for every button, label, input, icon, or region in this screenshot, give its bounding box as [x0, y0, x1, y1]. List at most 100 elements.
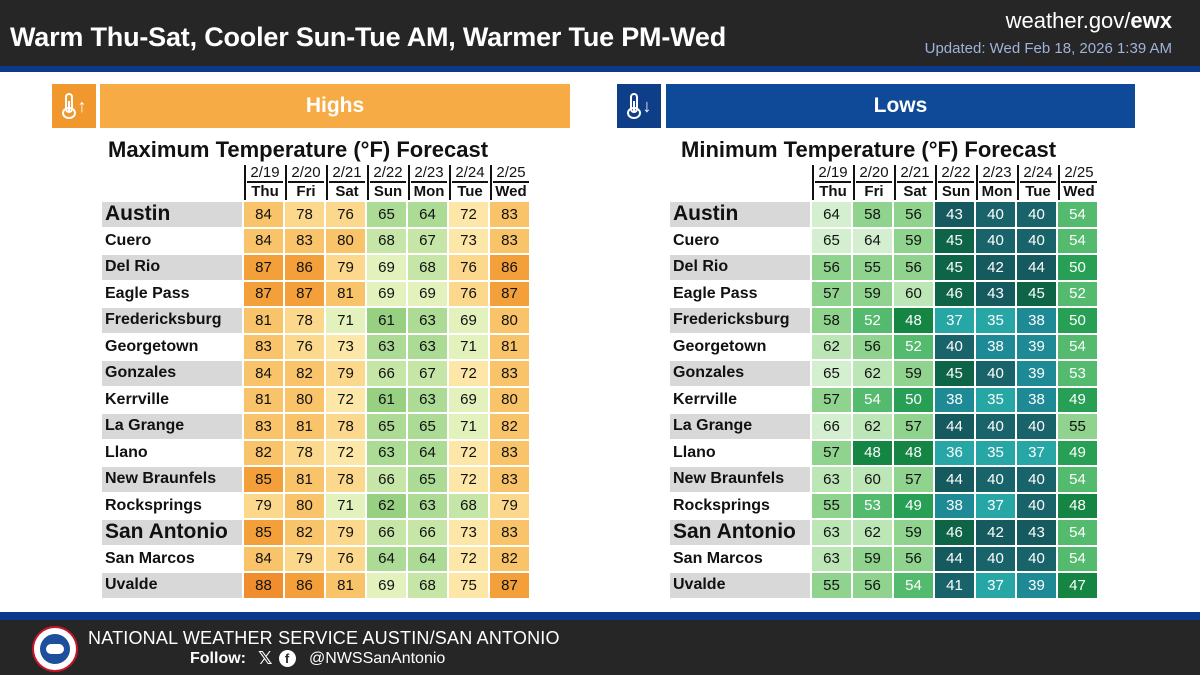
- lo-temp-cell: 55: [812, 493, 851, 518]
- hi-temp-cell: 83: [490, 520, 529, 545]
- date-label: 2/24: [1023, 164, 1053, 181]
- city-label: Cuero: [102, 228, 242, 253]
- lo-temp-cell: 52: [853, 308, 892, 333]
- facebook-icon[interactable]: f: [278, 649, 296, 667]
- hi-temp-cell: 71: [326, 493, 365, 518]
- table-row: Kerrville 57 54 50 38 35 38 49: [670, 387, 1097, 412]
- follow-label: Follow:: [190, 650, 246, 667]
- lo-temp-cell: 43: [1017, 520, 1056, 545]
- hi-temp-cell: 83: [285, 228, 324, 253]
- date-label: 2/25: [1064, 164, 1094, 181]
- lo-temp-cell: 59: [894, 361, 933, 386]
- lo-column-header: 2/25 Wed: [1058, 165, 1097, 200]
- date-label: 2/25: [496, 164, 526, 181]
- lo-temp-cell: 58: [812, 308, 851, 333]
- city-label: Kerrville: [670, 387, 810, 412]
- lo-temp-cell: 59: [853, 281, 892, 306]
- hi-temp-cell: 63: [367, 334, 406, 359]
- social-handle[interactable]: @NWSSanAntonio: [309, 650, 446, 667]
- weekday-label: Wed: [493, 181, 529, 200]
- hi-temp-cell: 81: [244, 308, 283, 333]
- lo-temp-cell: 46: [935, 281, 974, 306]
- lo-column-header: 2/19 Thu: [812, 165, 851, 200]
- hi-temp-cell: 82: [285, 520, 324, 545]
- lo-temp-cell: 38: [1017, 387, 1056, 412]
- lo-temp-cell: 43: [935, 202, 974, 227]
- hi-temp-cell: 64: [408, 202, 447, 227]
- table-row: Rocksprings 55 53 49 38 37 40 48: [670, 493, 1097, 518]
- date-label: 2/22: [373, 164, 403, 181]
- lo-temp-cell: 55: [812, 573, 851, 598]
- hi-temp-cell: 78: [285, 440, 324, 465]
- hi-temp-cell: 80: [285, 493, 324, 518]
- table-row: Cuero 65 64 59 45 40 40 54: [670, 228, 1097, 253]
- site-link[interactable]: weather.gov/ewx: [1006, 8, 1172, 34]
- date-label: 2/21: [900, 164, 930, 181]
- hi-temp-cell: 83: [244, 414, 283, 439]
- hi-temp-cell: 65: [408, 414, 447, 439]
- hi-temp-cell: 79: [244, 493, 283, 518]
- lo-temp-cell: 59: [853, 546, 892, 571]
- lo-temp-cell: 57: [894, 414, 933, 439]
- lo-temp-cell: 40: [1017, 414, 1056, 439]
- hi-temp-cell: 85: [244, 520, 283, 545]
- nws-logo: [32, 626, 78, 672]
- lows-banner: Lows: [666, 84, 1135, 128]
- hi-temp-cell: 72: [449, 467, 488, 492]
- city-label: San Marcos: [102, 546, 242, 571]
- lo-temp-cell: 54: [1058, 546, 1097, 571]
- weekday-label: Sun: [938, 181, 974, 200]
- hi-temp-cell: 86: [285, 573, 324, 598]
- hi-temp-cell: 84: [244, 546, 283, 571]
- hi-temp-cell: 72: [326, 387, 365, 412]
- hi-temp-cell: 67: [408, 361, 447, 386]
- table-row: San Antonio 85 82 79 66 66 73 83: [102, 520, 529, 545]
- lo-temp-cell: 38: [935, 493, 974, 518]
- x-twitter-icon[interactable]: 𝕏: [258, 648, 273, 668]
- lo-temp-cell: 62: [853, 414, 892, 439]
- hi-temp-cell: 65: [367, 202, 406, 227]
- lo-temp-cell: 63: [812, 467, 851, 492]
- lo-temp-cell: 65: [812, 228, 851, 253]
- city-label: San Antonio: [670, 520, 810, 545]
- table-row: Austin 84 78 76 65 64 72 83: [102, 202, 529, 227]
- lo-temp-cell: 58: [853, 202, 892, 227]
- hi-temp-cell: 71: [326, 308, 365, 333]
- hi-temp-cell: 78: [285, 202, 324, 227]
- table-row: La Grange 66 62 57 44 40 40 55: [670, 414, 1097, 439]
- weekday-label: Mon: [411, 181, 447, 200]
- highs-chart-title: Maximum Temperature (°F) Forecast: [108, 137, 489, 162]
- table-row: Uvalde 55 56 54 41 37 39 47: [670, 573, 1097, 598]
- lo-temp-cell: 40: [1017, 228, 1056, 253]
- lo-temp-cell: 45: [935, 228, 974, 253]
- hi-temp-cell: 66: [408, 520, 447, 545]
- highs-table: 2/19 Thu 2/20 Fri 2/21 Sat 2/22 Sun 2/23 Mon 2/24 T…: [100, 163, 531, 600]
- lo-temp-cell: 38: [976, 334, 1015, 359]
- hi-temp-cell: 76: [326, 202, 365, 227]
- weekday-label: Fri: [288, 181, 324, 200]
- lo-temp-cell: 56: [853, 334, 892, 359]
- header-stripe: [0, 66, 1200, 72]
- lows-chart-title: Minimum Temperature (°F) Forecast: [681, 137, 1057, 162]
- lo-temp-cell: 54: [1058, 520, 1097, 545]
- hi-temp-cell: 79: [490, 493, 529, 518]
- table-row: San Marcos 84 79 76 64 64 72 82: [102, 546, 529, 571]
- hi-temp-cell: 78: [326, 414, 365, 439]
- city-label: La Grange: [102, 414, 242, 439]
- lo-temp-cell: 47: [1058, 573, 1097, 598]
- date-label: 2/21: [332, 164, 362, 181]
- site-office-code: ewx: [1130, 8, 1172, 33]
- hi-temp-cell: 87: [244, 255, 283, 280]
- lo-temp-cell: 52: [894, 334, 933, 359]
- lows-table: 2/19 Thu 2/20 Fri 2/21 Sat 2/22 Sun 2/23 Mon 2/24 T…: [668, 163, 1099, 600]
- hi-temp-cell: 86: [285, 255, 324, 280]
- hi-temp-cell: 84: [244, 228, 283, 253]
- city-label: Kerrville: [102, 387, 242, 412]
- lo-temp-cell: 45: [935, 361, 974, 386]
- table-row: La Grange 83 81 78 65 65 71 82: [102, 414, 529, 439]
- lo-temp-cell: 40: [1017, 546, 1056, 571]
- lo-temp-cell: 40: [1017, 493, 1056, 518]
- lo-temp-cell: 65: [812, 361, 851, 386]
- hi-temp-cell: 61: [367, 387, 406, 412]
- lo-temp-cell: 63: [812, 546, 851, 571]
